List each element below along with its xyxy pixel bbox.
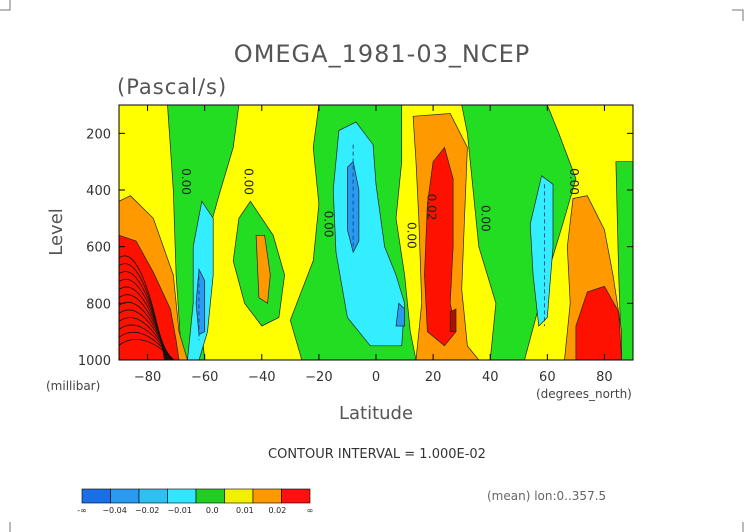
x-tick-label: −80	[134, 370, 161, 385]
y-tick-label: 400	[86, 184, 111, 199]
colorbar-swatch	[281, 488, 311, 504]
y-axis-label: Level	[46, 208, 67, 256]
colorbar-label: 0.02	[269, 506, 287, 515]
green-region-polar-edge	[615, 161, 633, 360]
contour-label: 0.00	[322, 211, 336, 238]
x-tick-label: 60	[539, 370, 556, 385]
x-tick-label: 0	[372, 370, 380, 385]
orange-region-sh-midlat	[255, 234, 271, 304]
x-units: (degrees_north)	[536, 387, 632, 401]
x-tick-label: 40	[482, 370, 499, 385]
contour-labels: 0.00 0.00 0.00 0.00 0.02 0.00 0.00	[179, 168, 581, 249]
x-tick-label: 20	[425, 370, 442, 385]
x-tick-label: −20	[305, 370, 332, 385]
blue-core-eq	[395, 302, 405, 327]
colorbar-label: −0.01	[167, 506, 192, 515]
contour-label: 0.00	[567, 168, 581, 195]
y-tick-label: 200	[86, 127, 111, 142]
colorbar-swatch	[167, 488, 197, 504]
contour-label: 0.00	[479, 205, 493, 232]
blue-core-sh	[195, 268, 206, 336]
colorbar-swatch	[195, 488, 225, 504]
contour-line	[119, 338, 175, 360]
cyan-region-nh	[529, 175, 554, 327]
contour-label: 0.00	[404, 222, 418, 249]
contour-interval: CONTOUR INTERVAL = 1.000E-02	[268, 447, 486, 462]
colorbar-swatch	[224, 488, 254, 504]
colorbar-label: −0.04	[102, 506, 127, 515]
x-tick-label: −40	[248, 370, 275, 385]
colorbar-label: ∞	[307, 506, 314, 515]
mean-note: (mean) lon:0..357.5	[487, 489, 606, 503]
red-core-nh-highlat	[575, 285, 622, 360]
green-region-nh-subtropics	[461, 105, 577, 360]
colorbar-label: -∞	[77, 506, 87, 515]
contour-label: 0.00	[179, 168, 193, 195]
colorbar-label: −0.02	[135, 506, 160, 515]
darkred-core-nh	[449, 308, 457, 333]
chart-subtitle: (Pascal/s)	[117, 75, 227, 99]
colorbar-label: 0.01	[236, 506, 254, 515]
y-tick-label: 1000	[78, 354, 111, 369]
colorbar-swatch	[138, 488, 168, 504]
colorbar: -∞ −0.04 −0.02 −0.01 0.0 0.01 0.02 ∞	[77, 488, 314, 515]
colorbar-swatch	[252, 488, 282, 504]
y-axis: 200 400 600 800 1000	[78, 127, 633, 369]
y-tick-label: 600	[86, 241, 111, 256]
y-units: (millibar)	[46, 379, 100, 393]
colorbar-label: 0.0	[206, 506, 219, 515]
contour-label: 0.02	[424, 194, 438, 221]
x-tick-label: −60	[191, 370, 218, 385]
chart-title: OMEGA_1981-03_NCEP	[234, 40, 530, 68]
contour-fill	[119, 105, 633, 360]
contour-line	[119, 331, 174, 360]
colorbar-swatch	[81, 488, 111, 504]
x-axis-label: Latitude	[339, 403, 413, 424]
x-tick-label: 80	[596, 370, 613, 385]
y-tick-label: 800	[86, 297, 111, 312]
x-axis: −80 −60 −40 −20 0 20 40 60 80	[134, 105, 613, 385]
contour-label: 0.00	[242, 168, 256, 195]
colorbar-swatch	[110, 488, 140, 504]
